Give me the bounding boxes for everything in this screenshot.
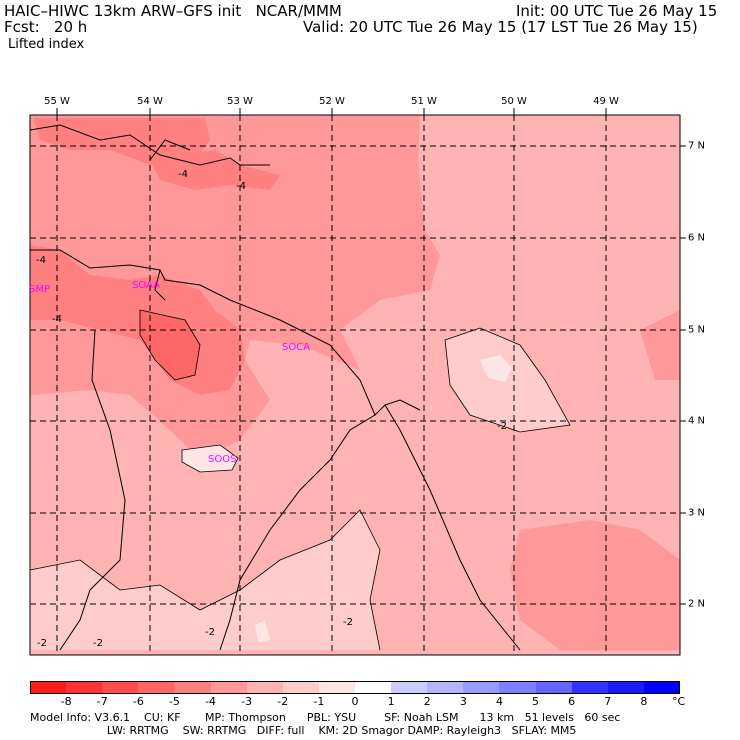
colorbar-unit: °C	[672, 695, 686, 708]
lat-label: 5 N	[688, 324, 706, 336]
colorbar-label: -3	[241, 695, 253, 708]
lon-label: 55 W	[44, 96, 70, 107]
forecast-hour: Fcst: 20 h	[4, 18, 88, 36]
model-info-line1: Model Info: V3.6.1 CU: KF MP: Thompson P…	[30, 711, 621, 724]
colorbar-label: -2	[277, 695, 289, 708]
field-region-minus4	[33, 118, 210, 165]
colorbar-cell	[499, 681, 537, 694]
contour-label: -2	[205, 627, 215, 638]
colorbar-label: -8	[60, 695, 72, 708]
colorbar-label: -7	[96, 695, 108, 708]
colorbar-cell	[355, 681, 392, 694]
lon-label: 49 W	[593, 96, 619, 107]
lat-label: 2 N	[688, 598, 706, 610]
field-name: Lifted index	[8, 37, 85, 52]
contour-lines	[29, 309, 571, 651]
lat-lon-grid	[30, 115, 680, 655]
lat-label: 3 N	[688, 507, 706, 519]
colorbar-cell	[66, 681, 103, 694]
axis-ticks	[56, 108, 686, 605]
station-label: SOAA	[132, 280, 160, 291]
station-label: SMP	[29, 284, 50, 295]
model-title: HAIC–HIWC 13km ARW–GFS init NCAR/MMM	[4, 2, 342, 20]
colorbar-cell	[463, 681, 500, 694]
colorbar-cell	[138, 681, 175, 694]
field-region-minus1	[30, 510, 380, 650]
colorbar-cell	[246, 681, 284, 694]
colorbar-label: 6	[568, 695, 576, 708]
colorbar-label: -4	[205, 695, 217, 708]
contour-label: -4	[36, 255, 46, 266]
contour-label: -2	[93, 638, 103, 649]
lon-label: 53 W	[227, 96, 253, 107]
field-region-minus5	[140, 310, 200, 380]
field-region-minus1	[445, 328, 570, 432]
field-region-minus4	[150, 150, 280, 190]
colorbar-cell	[427, 681, 464, 694]
colorbar-label: -5	[168, 695, 180, 708]
coastline-borders	[29, 124, 521, 651]
field-region-minus3	[640, 310, 680, 380]
colorbar-cell	[318, 681, 356, 694]
colorbar-cell	[282, 681, 320, 694]
colorbar-label: 0	[351, 695, 359, 708]
station-label: SOCA	[282, 342, 310, 353]
lon-label: 50 W	[501, 96, 527, 107]
lat-label: 6 N	[688, 232, 706, 244]
colorbar-label: 7	[604, 695, 612, 708]
colorbar-cell	[535, 681, 573, 694]
colorbar-cell	[210, 681, 248, 694]
field-region-zero	[255, 620, 270, 642]
field-region-minus3	[30, 115, 440, 460]
colorbar-label: 1	[387, 695, 395, 708]
colorbar-cell	[607, 681, 645, 694]
contour-label: -2	[343, 617, 353, 628]
lon-label: 54 W	[137, 96, 163, 107]
field-region-zero	[480, 355, 512, 382]
colorbar-label: 5	[532, 695, 540, 708]
contour-label: -2	[37, 638, 47, 649]
colorbar-cell	[571, 681, 609, 694]
colorbar-label: -6	[132, 695, 144, 708]
colorbar-label: 4	[495, 695, 503, 708]
map-frame	[29, 114, 681, 656]
station-label: SOOS	[208, 454, 236, 465]
colorbar-label: 2	[423, 695, 431, 708]
lat-label: 4 N	[688, 415, 706, 427]
colorbar-cell	[102, 681, 139, 694]
contour-label: -4	[236, 181, 246, 192]
colorbar-cell	[174, 681, 212, 694]
field-region-zero	[182, 445, 238, 472]
colorbar-frame	[30, 681, 680, 694]
colorbar-cell	[391, 681, 428, 694]
lat-label: 7 N	[688, 140, 706, 152]
valid-time: Valid: 20 UTC Tue 26 May 15 (17 LST Tue …	[303, 18, 698, 36]
contour-label: -4	[52, 314, 62, 325]
colorbar-cell	[30, 681, 67, 694]
field-region-minus3	[510, 520, 680, 650]
contour-label: -4	[178, 169, 188, 180]
lon-label: 51 W	[411, 96, 437, 107]
colorbar-label: 8	[640, 695, 648, 708]
colorbar-label: -1	[313, 695, 325, 708]
colorbar-cell	[643, 681, 681, 694]
contour-label: -2	[497, 421, 507, 432]
model-info-line2: LW: RRTMG SW: RRTMG DIFF: full KM: 2D Sm…	[30, 724, 577, 737]
init-time: Init: 00 UTC Tue 26 May 15	[516, 2, 718, 20]
colorbar-label: 3	[459, 695, 467, 708]
lon-label: 52 W	[319, 96, 345, 107]
